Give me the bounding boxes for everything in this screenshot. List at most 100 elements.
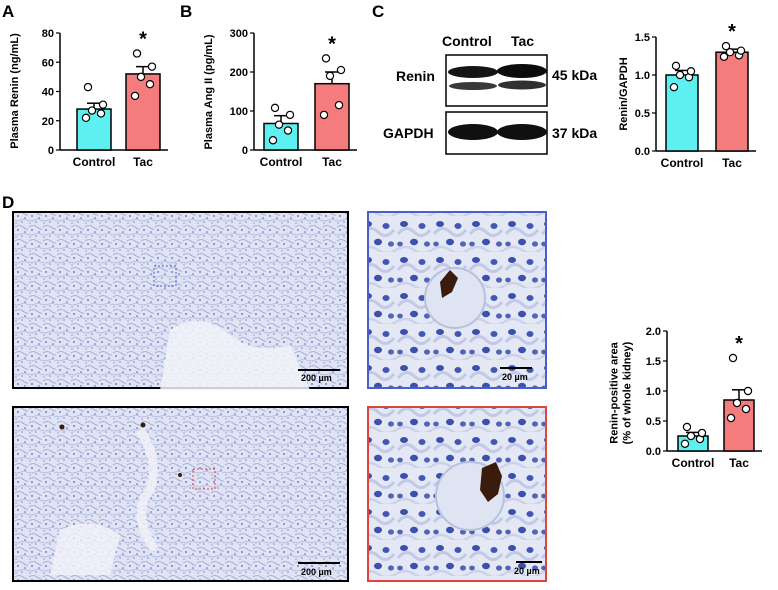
panel-letter-d: D xyxy=(2,193,14,212)
data-point-tac xyxy=(147,62,157,71)
category-label-tac: Tac xyxy=(133,155,153,169)
category-label-control: Control xyxy=(661,156,704,170)
y-tick-label: 1.5 xyxy=(646,356,661,368)
data-point-control xyxy=(83,82,93,92)
y-axis-label: Renin-positive area xyxy=(609,341,621,443)
micrograph-control-high: 20 µm xyxy=(367,211,547,389)
micrograph-tac-low: 200 µm xyxy=(12,406,349,582)
y-tick-label: 40 xyxy=(42,87,54,99)
band-gapdh-control xyxy=(448,124,498,140)
data-point-tac xyxy=(136,72,146,82)
data-point-tac xyxy=(334,100,344,110)
data-point-control xyxy=(274,120,284,129)
data-point-tac xyxy=(719,52,729,61)
blot-renin-membrane xyxy=(445,54,548,107)
y-tick-label: 300 xyxy=(230,28,248,40)
data-point-tac xyxy=(721,41,731,51)
data-point-tac xyxy=(736,46,746,55)
data-point-tac xyxy=(336,65,346,75)
y-tick-label: 0.5 xyxy=(646,416,661,428)
scale-bar-tac-low: 200 µm xyxy=(301,567,332,577)
data-point-control xyxy=(96,109,106,118)
y-tick-label: 0.0 xyxy=(635,146,650,158)
micrograph-control-low: 200 µm xyxy=(12,211,349,390)
data-point-control xyxy=(686,66,696,76)
y-tick-label: 1.5 xyxy=(635,32,650,44)
band-renin-control-upper xyxy=(448,66,498,78)
data-point-control xyxy=(669,82,679,92)
category-label-tac: Tac xyxy=(322,155,342,169)
significance-star: * xyxy=(735,333,743,355)
data-point-control xyxy=(682,422,692,432)
y-axis-label: (% of whole kidney) xyxy=(622,341,634,444)
scale-bar-control-high: 20 µm xyxy=(502,372,528,382)
data-point-tac xyxy=(321,54,331,63)
bar-control xyxy=(76,108,112,151)
panel-letter-a: A xyxy=(2,2,14,21)
chart-renin-positive-area: 0.0 0.5 1.0 1.5 2.0 Renin-positive area (% of … xyxy=(609,326,762,470)
band-renin-control-lower xyxy=(449,82,497,90)
blot-size-renin: 45 kDa xyxy=(552,67,597,83)
data-point-control xyxy=(675,70,685,80)
band-renin-tac-upper xyxy=(497,64,547,78)
data-point-tac xyxy=(145,79,155,89)
category-label-tac: Tac xyxy=(722,156,742,170)
band-gapdh-tac xyxy=(497,124,547,140)
data-point-control xyxy=(270,103,280,113)
bar-tac xyxy=(314,82,350,151)
data-point-tac xyxy=(725,48,735,57)
y-tick-label: 20 xyxy=(42,116,54,128)
significance-star: * xyxy=(139,28,147,50)
data-point-tac xyxy=(319,110,329,120)
blot-size-gapdh: 37 kDa xyxy=(552,125,597,141)
y-tick-label: 1.0 xyxy=(635,70,650,82)
category-label-control: Control xyxy=(73,155,116,169)
blot-label-gapdh: GAPDH xyxy=(383,125,434,141)
band-renin-tac-lower xyxy=(498,80,546,90)
bar-tac xyxy=(125,73,161,151)
data-point-control xyxy=(268,136,278,145)
bar-tac xyxy=(715,51,749,152)
y-axis-label: Renin/GAPDH xyxy=(618,57,630,130)
y-axis-label: Plasma Renin (ng/mL) xyxy=(9,33,21,149)
category-label-control: Control xyxy=(260,155,303,169)
data-point-tac xyxy=(325,71,335,81)
lane-label-tac: Tac xyxy=(511,33,534,49)
y-axis-label: Plasma Ang II (pg/mL) xyxy=(203,34,215,149)
data-point-tac xyxy=(732,398,742,408)
data-point-control xyxy=(283,126,293,135)
significance-star: * xyxy=(328,33,336,55)
category-label-tac: Tac xyxy=(729,456,749,470)
western-blot: Control Tac Renin 45 kDa GAPDH 37 kDa xyxy=(383,33,597,155)
data-point-control xyxy=(697,428,707,438)
panel-letter-b: B xyxy=(180,2,192,21)
micrograph-tac-high: 20 µm xyxy=(367,406,547,582)
data-point-control xyxy=(680,439,690,448)
data-point-control xyxy=(686,431,696,441)
data-point-control xyxy=(98,100,108,109)
y-tick-label: 200 xyxy=(230,67,248,79)
data-point-control xyxy=(671,61,681,71)
y-tick-label: 0 xyxy=(48,145,54,157)
data-point-tac xyxy=(132,49,142,58)
y-tick-label: 60 xyxy=(42,57,54,69)
chart-plasma-ang-ii: 0 100 200 300 Plasma Ang II (pg/mL) Control Ta… xyxy=(203,28,357,169)
scale-bar-control-low: 200 µm xyxy=(301,373,332,383)
data-point-tac xyxy=(728,353,738,363)
y-tick-label: 0.5 xyxy=(635,108,650,120)
lane-label-control: Control xyxy=(442,33,492,49)
data-point-tac xyxy=(130,91,140,101)
y-tick-label: 80 xyxy=(42,28,54,40)
data-point-tac xyxy=(743,386,753,396)
data-point-tac xyxy=(741,404,751,414)
blot-label-renin: Renin xyxy=(396,68,435,84)
data-point-tac xyxy=(726,413,736,423)
y-tick-label: 0 xyxy=(242,145,248,157)
chart-renin-gapdh: 0.0 0.5 1.0 1.5 Renin/GAPDH Control Tac * xyxy=(618,21,756,170)
data-point-control xyxy=(81,113,91,123)
panel-letter-c: C xyxy=(372,2,384,21)
y-tick-label: 2.0 xyxy=(646,326,661,338)
y-tick-label: 0.0 xyxy=(646,446,661,458)
category-label-control: Control xyxy=(672,456,715,470)
